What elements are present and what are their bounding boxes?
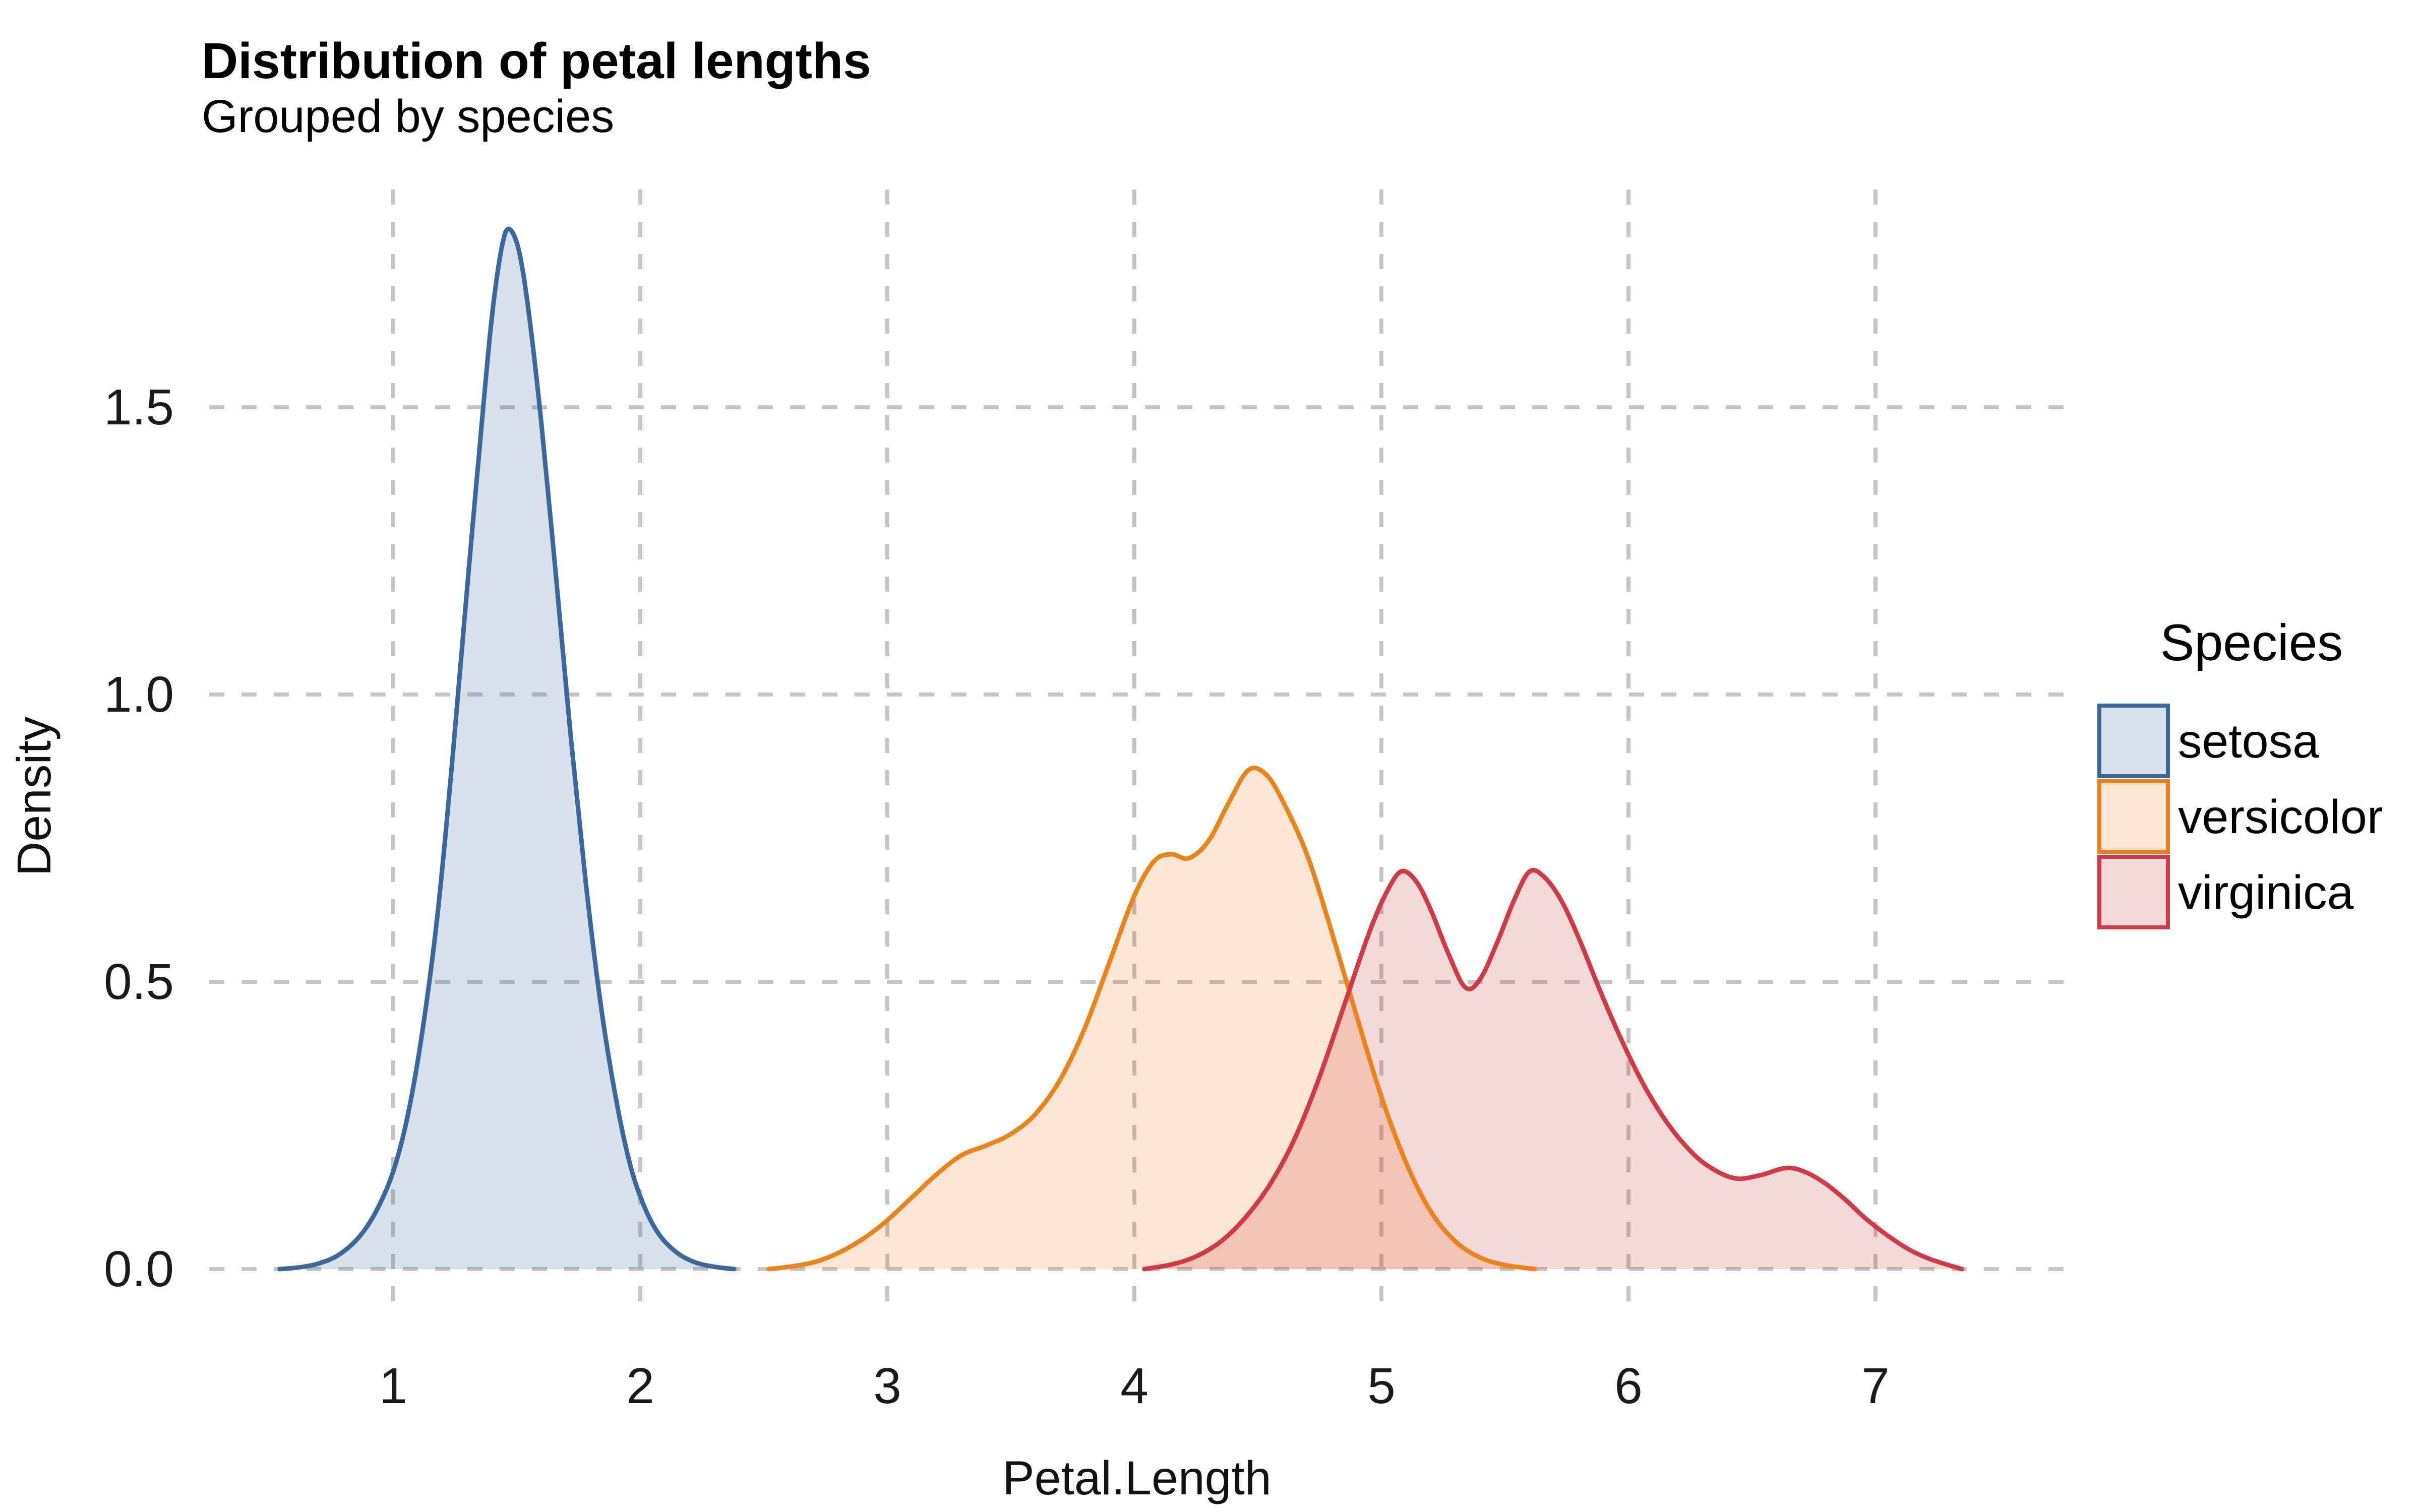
x-tick-label: 1: [379, 1358, 407, 1414]
chart-subtitle: Grouped by species: [202, 91, 614, 142]
y-tick-label: 0.5: [104, 954, 174, 1010]
x-tick-label: 6: [1614, 1358, 1643, 1414]
gridlines: [209, 190, 2065, 1311]
x-axis-tick-labels: 1 2 3 4 5 6 7: [379, 1358, 1890, 1414]
chart-title: Distribution of petal lengths: [202, 33, 871, 89]
legend-label-virginica: virginica: [2178, 866, 2354, 919]
series-areas: [279, 229, 1962, 1270]
density-area-virginica: [1144, 870, 1962, 1269]
legend-key-virginica: [2097, 855, 2170, 929]
x-tick-label: 5: [1367, 1358, 1396, 1414]
density-line-setosa: [277, 226, 737, 1272]
x-tick-label: 7: [1861, 1358, 1890, 1414]
y-tick-label: 1.5: [104, 379, 174, 435]
y-tick-label: 0.0: [104, 1241, 174, 1297]
x-axis-title: Petal.Length: [1002, 1452, 1272, 1505]
x-tick-label: 2: [626, 1358, 654, 1414]
density-line-virginica: [1142, 868, 1964, 1272]
y-tick-label: 1.0: [104, 666, 174, 723]
density-line-versicolor: [766, 766, 1537, 1272]
y-axis-title: Density: [8, 716, 61, 876]
legend-key-setosa: [2097, 704, 2170, 778]
x-tick-label: 3: [873, 1358, 901, 1414]
density-area-versicolor: [768, 768, 1535, 1269]
y-axis-tick-labels: 0.0 0.5 1.0 1.5: [104, 379, 174, 1297]
legend-label-versicolor: versicolor: [2178, 790, 2383, 844]
legend: setosa versicolor virginica: [2097, 704, 2383, 929]
series-lines: [277, 226, 1964, 1272]
legend-label-setosa: setosa: [2178, 715, 2319, 768]
x-tick-label: 4: [1120, 1358, 1148, 1414]
legend-title: Species: [2160, 614, 2343, 671]
legend-key-versicolor: [2097, 779, 2170, 854]
density-area-setosa: [279, 229, 735, 1270]
